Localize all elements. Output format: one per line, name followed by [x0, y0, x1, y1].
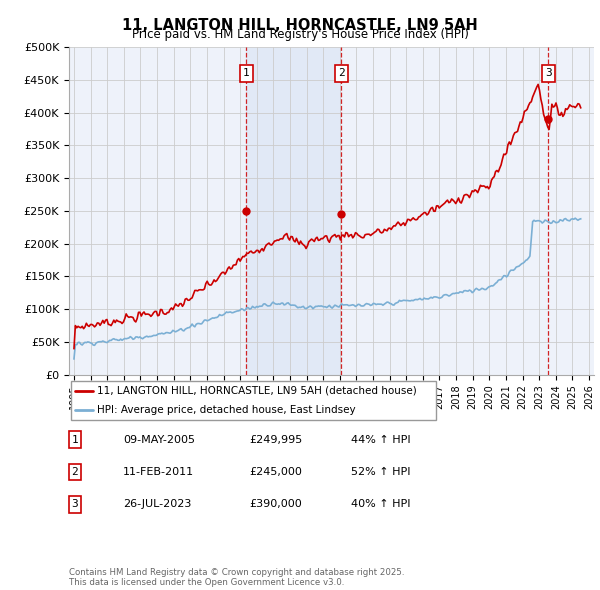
- Text: 3: 3: [71, 500, 79, 509]
- Text: 1: 1: [243, 68, 250, 78]
- Text: 44% ↑ HPI: 44% ↑ HPI: [351, 435, 410, 444]
- Text: 3: 3: [545, 68, 551, 78]
- Text: 11, LANGTON HILL, HORNCASTLE, LN9 5AH (detached house): 11, LANGTON HILL, HORNCASTLE, LN9 5AH (d…: [97, 386, 416, 396]
- Text: £390,000: £390,000: [249, 500, 302, 509]
- Text: 1: 1: [71, 435, 79, 444]
- Text: £245,000: £245,000: [249, 467, 302, 477]
- Text: 09-MAY-2005: 09-MAY-2005: [123, 435, 195, 444]
- Text: 52% ↑ HPI: 52% ↑ HPI: [351, 467, 410, 477]
- FancyBboxPatch shape: [71, 382, 436, 419]
- Text: 26-JUL-2023: 26-JUL-2023: [123, 500, 191, 509]
- Text: 11-FEB-2011: 11-FEB-2011: [123, 467, 194, 477]
- Text: 40% ↑ HPI: 40% ↑ HPI: [351, 500, 410, 509]
- Text: 2: 2: [338, 68, 345, 78]
- Text: Price paid vs. HM Land Registry's House Price Index (HPI): Price paid vs. HM Land Registry's House …: [131, 28, 469, 41]
- Text: Contains HM Land Registry data © Crown copyright and database right 2025.
This d: Contains HM Land Registry data © Crown c…: [69, 568, 404, 587]
- Text: £249,995: £249,995: [249, 435, 302, 444]
- Text: 2: 2: [71, 467, 79, 477]
- Text: 11, LANGTON HILL, HORNCASTLE, LN9 5AH: 11, LANGTON HILL, HORNCASTLE, LN9 5AH: [122, 18, 478, 32]
- Bar: [246, 47, 341, 375]
- Text: HPI: Average price, detached house, East Lindsey: HPI: Average price, detached house, East…: [97, 405, 355, 415]
